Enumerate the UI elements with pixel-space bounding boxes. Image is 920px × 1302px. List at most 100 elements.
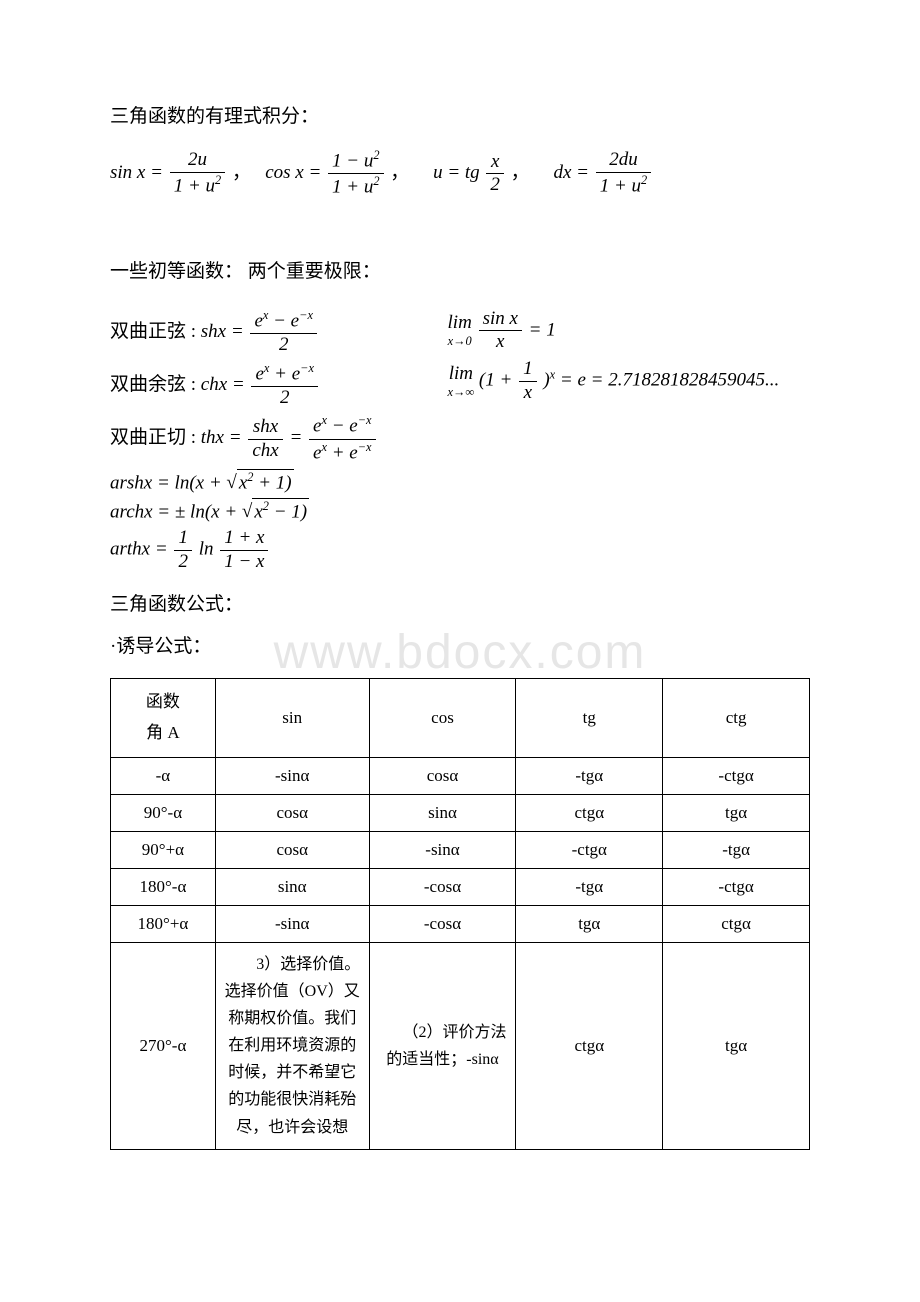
lim1-num: sin x — [479, 308, 522, 332]
chx-den: 2 — [251, 387, 318, 410]
chx-label: 双曲余弦 : — [110, 373, 196, 394]
u-fraction: x 2 — [486, 151, 504, 198]
induction-formula-table: 函数 角 A sin cos tg ctg -α -sinα cosα -tgα… — [110, 678, 810, 1150]
cell-ctg: ctgα — [663, 905, 810, 942]
u-lhs: u = tg — [433, 162, 480, 183]
cell-cos: cosα — [369, 757, 516, 794]
header-col0-line2: 角 A — [117, 718, 209, 749]
cell-angle: 180°-α — [111, 868, 216, 905]
sin-den: 1 + u — [174, 175, 215, 196]
cell-tg: -ctgα — [516, 831, 663, 868]
dx-fraction: 2du 1 + u2 — [596, 149, 652, 198]
dx-den: 1 + u — [600, 175, 641, 196]
thx-f1-den: chx — [248, 440, 282, 463]
lim2-body: (1 + — [479, 370, 517, 391]
cos-num: 1 − u — [332, 151, 373, 172]
cell-tg: -tgα — [516, 868, 663, 905]
lim2-num: 1 — [519, 358, 537, 382]
cos-lhs: cos x = — [265, 162, 321, 183]
section3-subtitle: ·诱导公式： — [110, 630, 810, 664]
shx-den: 2 — [250, 334, 317, 357]
cell-angle: 90°+α — [111, 831, 216, 868]
shx-label: 双曲正弦 : — [110, 320, 196, 341]
cell-cos: sinα — [369, 794, 516, 831]
section3-title: 三角函数公式： — [110, 588, 810, 622]
cell-ctg: tgα — [663, 942, 810, 1149]
table-row: -α -sinα cosα -tgα -ctgα — [111, 757, 810, 794]
thx-f1-num: shx — [248, 416, 282, 440]
arthx-den: 1 − x — [220, 551, 268, 574]
cell-ctg: -tgα — [663, 831, 810, 868]
table-row: 180°+α -sinα -cosα tgα ctgα — [111, 905, 810, 942]
hyperbolic-functions-column: 双曲正弦 : shx = ex − e−x 2 双曲余弦 : chx = ex … — [110, 304, 378, 578]
shx-lhs: shx = — [201, 320, 244, 341]
header-col0-line1: 函数 — [117, 687, 209, 718]
header-tg: tg — [516, 679, 663, 757]
cell-sin: -sinα — [215, 757, 369, 794]
archx-rad: x — [254, 501, 262, 522]
cell-tg: ctgα — [516, 794, 663, 831]
sin-num: 2u — [188, 149, 207, 170]
arthx-fraction: 1 + x 1 − x — [220, 527, 268, 574]
cell-cos: -sinα — [369, 831, 516, 868]
arthx-half-den: 2 — [174, 551, 192, 574]
dx-num: 2du — [596, 149, 652, 173]
chx-plus: + e — [269, 363, 300, 384]
cell-sin: -sinα — [215, 905, 369, 942]
table-header-row: 函数 角 A sin cos tg ctg — [111, 679, 810, 757]
lim1-pre: lim — [448, 312, 472, 334]
rational-integral-formula: sin x = 2u 1 + u2 ， cos x = 1 − u2 1 + u… — [110, 148, 810, 199]
header-sin: sin — [215, 679, 369, 757]
cos-fraction: 1 − u2 1 + u2 — [328, 148, 384, 199]
u-num: x — [486, 151, 504, 175]
shx-fraction: ex − e−x 2 — [250, 308, 317, 357]
shx-minus: − e — [268, 310, 299, 331]
table-row: 90°-α cosα sinα ctgα tgα — [111, 794, 810, 831]
dx-lhs: dx = — [553, 162, 589, 183]
sin-fraction: 2u 1 + u2 — [170, 149, 226, 198]
lim1-sub: x→0 — [448, 334, 472, 349]
thx-f2-dplus: + e — [327, 442, 358, 463]
cell-tg: -tgα — [516, 757, 663, 794]
cell-cos: -cosα — [369, 905, 516, 942]
lim2-sub: x→∞ — [448, 385, 475, 400]
cell-ctg: -ctgα — [663, 868, 810, 905]
arthx-ln: ln — [199, 539, 214, 560]
arshx-tail: + 1) — [253, 472, 291, 493]
lim2-fraction: 1 x — [519, 358, 537, 405]
thx-fraction2: ex − e−x ex + e−x — [309, 413, 376, 464]
lim2-exp: x — [550, 368, 555, 382]
archx-sqrt: x2 − 1) — [242, 498, 309, 523]
u-den: 2 — [486, 174, 504, 197]
header-ctg: ctg — [663, 679, 810, 757]
cell-angle: 90°-α — [111, 794, 216, 831]
chx-fraction: ex + e−x 2 — [251, 361, 318, 410]
cell-ctg: -ctgα — [663, 757, 810, 794]
table-row: 90°+α cosα -sinα -ctgα -tgα — [111, 831, 810, 868]
cell-sin: cosα — [215, 794, 369, 831]
cell-angle: 180°+α — [111, 905, 216, 942]
archx: archx = ± ln(x + — [110, 501, 242, 522]
arshx: arshx = ln(x + — [110, 472, 226, 493]
lim1-fraction: sin x x — [479, 308, 522, 355]
archx-tail: − 1) — [269, 501, 307, 522]
arthx-half-num: 1 — [174, 527, 192, 551]
cell-sin-long: 3）选择价值。选择价值（OV）又称期权价值。我们在利用环境资源的时候，并不希望它… — [215, 942, 369, 1149]
limits-column: lim x→0 sin x x = 1 lim x→∞ (1 + — [448, 304, 780, 409]
cos-den: 1 + u — [332, 177, 373, 198]
arshx-sqrt: x2 + 1) — [226, 469, 293, 494]
cell-sin: cosα — [215, 831, 369, 868]
arthx-lhs: arthx = — [110, 539, 168, 560]
thx-fraction1: shx chx — [248, 416, 282, 463]
header-cos: cos — [369, 679, 516, 757]
cell-angle: 270°-α — [111, 942, 216, 1149]
lim1-eq: = 1 — [529, 319, 556, 340]
lim1-den: x — [479, 331, 522, 354]
arthx-num: 1 + x — [220, 527, 268, 551]
cell-angle: -α — [111, 757, 216, 794]
chx-num-e1: e — [255, 363, 263, 384]
shx-num-e1: e — [254, 310, 262, 331]
cell-tg: ctgα — [516, 942, 663, 1149]
lim2-pre: lim — [448, 363, 475, 385]
thx-label: 双曲正切 : — [110, 427, 196, 448]
